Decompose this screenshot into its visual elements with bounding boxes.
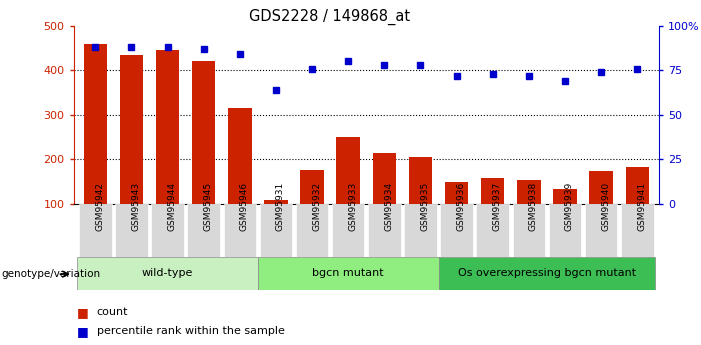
FancyBboxPatch shape	[440, 204, 473, 257]
FancyBboxPatch shape	[77, 257, 258, 290]
FancyBboxPatch shape	[332, 204, 365, 257]
Bar	[445, 182, 468, 204]
Bar	[481, 178, 505, 204]
Bar	[373, 154, 396, 204]
Bar	[120, 55, 143, 204]
FancyBboxPatch shape	[439, 257, 655, 290]
Text: count: count	[97, 307, 128, 317]
Text: GSM95944: GSM95944	[168, 182, 177, 231]
FancyBboxPatch shape	[259, 204, 292, 257]
Bar	[228, 108, 252, 204]
Bar	[83, 44, 107, 204]
Text: GSM95940: GSM95940	[601, 182, 610, 231]
FancyBboxPatch shape	[368, 204, 400, 257]
FancyBboxPatch shape	[258, 257, 439, 290]
Bar	[300, 170, 324, 204]
Text: GSM95934: GSM95934	[384, 182, 393, 231]
FancyBboxPatch shape	[621, 204, 653, 257]
Text: GSM95931: GSM95931	[276, 181, 285, 231]
Text: ■: ■	[77, 306, 89, 319]
Bar	[590, 171, 613, 204]
Text: GSM95937: GSM95937	[493, 181, 502, 231]
Bar	[409, 157, 433, 204]
Text: GSM95933: GSM95933	[348, 181, 358, 231]
Bar	[517, 180, 540, 204]
Text: ■: ■	[77, 325, 89, 338]
FancyBboxPatch shape	[512, 204, 545, 257]
Text: GSM95942: GSM95942	[95, 182, 104, 231]
FancyBboxPatch shape	[296, 204, 328, 257]
FancyBboxPatch shape	[151, 204, 184, 257]
Bar	[553, 189, 577, 204]
Text: genotype/variation: genotype/variation	[1, 269, 100, 279]
FancyBboxPatch shape	[187, 204, 220, 257]
Text: GSM95946: GSM95946	[240, 182, 249, 231]
Text: GSM95938: GSM95938	[529, 181, 538, 231]
Text: GSM95941: GSM95941	[637, 182, 646, 231]
Text: Os overexpressing bgcn mutant: Os overexpressing bgcn mutant	[458, 268, 636, 278]
Bar	[156, 50, 179, 204]
FancyBboxPatch shape	[404, 204, 437, 257]
Text: bgcn mutant: bgcn mutant	[313, 268, 384, 278]
Bar	[264, 200, 287, 204]
Text: wild-type: wild-type	[142, 268, 193, 278]
FancyBboxPatch shape	[115, 204, 148, 257]
Bar	[625, 167, 649, 204]
Text: GSM95939: GSM95939	[565, 181, 574, 231]
FancyBboxPatch shape	[79, 204, 111, 257]
Text: percentile rank within the sample: percentile rank within the sample	[97, 326, 285, 336]
Text: GSM95943: GSM95943	[131, 182, 140, 231]
Text: GSM95935: GSM95935	[421, 181, 430, 231]
FancyBboxPatch shape	[224, 204, 256, 257]
FancyBboxPatch shape	[585, 204, 618, 257]
Text: GDS2228 / 149868_at: GDS2228 / 149868_at	[249, 9, 410, 25]
FancyBboxPatch shape	[549, 204, 581, 257]
Bar	[336, 137, 360, 204]
Text: GSM95945: GSM95945	[204, 182, 212, 231]
FancyBboxPatch shape	[477, 204, 509, 257]
Text: GSM95932: GSM95932	[312, 182, 321, 231]
Bar	[192, 61, 215, 204]
Text: GSM95936: GSM95936	[456, 181, 465, 231]
